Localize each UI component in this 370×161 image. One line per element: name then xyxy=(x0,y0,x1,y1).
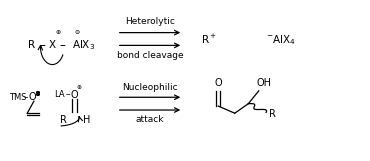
Text: bond cleavage: bond cleavage xyxy=(117,51,183,60)
Text: Heterolytic: Heterolytic xyxy=(125,17,175,26)
Text: $\oplus$: $\oplus$ xyxy=(54,28,61,36)
Text: R: R xyxy=(60,115,67,125)
Text: OH: OH xyxy=(256,78,271,88)
Text: R: R xyxy=(28,40,36,50)
Text: –: – xyxy=(40,39,45,52)
Text: –: – xyxy=(24,93,28,102)
Text: –: – xyxy=(66,90,70,99)
Text: Nucleophilic: Nucleophilic xyxy=(122,83,178,92)
Text: X: X xyxy=(49,40,56,50)
Text: R: R xyxy=(269,109,276,119)
Text: O: O xyxy=(29,92,37,102)
Text: attack: attack xyxy=(136,115,164,124)
Text: $\ominus$: $\ominus$ xyxy=(74,28,80,36)
Text: O: O xyxy=(71,90,78,100)
Text: R$^+$: R$^+$ xyxy=(201,33,217,46)
Text: –: – xyxy=(60,39,65,52)
Text: H: H xyxy=(83,115,90,125)
Text: LA: LA xyxy=(54,90,65,99)
Text: $^{-}$AlX$_4$: $^{-}$AlX$_4$ xyxy=(266,33,296,47)
Text: O: O xyxy=(214,78,222,88)
Text: $\oplus$: $\oplus$ xyxy=(76,83,83,91)
Text: AlX$_3$: AlX$_3$ xyxy=(72,38,95,52)
Text: TMS: TMS xyxy=(9,93,26,102)
